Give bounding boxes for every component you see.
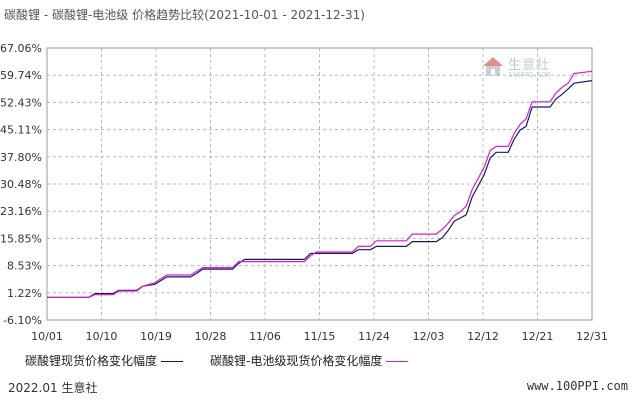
legend-item-series1: 碳酸锂现货价格变化幅度 — [25, 352, 184, 369]
x-tick-label: 10/01 — [31, 330, 63, 343]
y-tick-label: 45.11% — [0, 124, 42, 137]
house-logo-icon — [483, 57, 503, 76]
y-tick-label: 1.22% — [7, 287, 42, 300]
series-line-2 — [47, 70, 593, 298]
legend-label-series1: 碳酸锂现货价格变化幅度 — [25, 354, 158, 368]
y-tick-label: 8.53% — [7, 260, 42, 273]
series-layer — [47, 70, 593, 298]
y-tick-label: -6.10% — [3, 314, 42, 327]
legend-swatch-series1 — [161, 361, 184, 362]
footer-website: www.100PPI.com — [526, 379, 628, 393]
x-tick-label: 12/21 — [522, 330, 554, 343]
legend-item-series2: 碳酸锂-电池级现货价格变化幅度 — [210, 352, 409, 369]
x-tick-label: 10/28 — [195, 330, 227, 343]
x-tick-label: 12/12 — [467, 330, 499, 343]
y-tick-label: 67.06% — [0, 42, 42, 55]
logo-name: 生意社 — [508, 58, 551, 73]
x-tick-label: 10/19 — [140, 330, 172, 343]
y-tick-label: 30.48% — [0, 178, 42, 191]
series-line-1 — [47, 80, 593, 298]
y-tick-label: 23.16% — [0, 205, 42, 218]
x-tick-label: 11/24 — [358, 330, 390, 343]
x-tick-label: 12/31 — [576, 330, 608, 343]
legend-label-series2: 碳酸锂-电池级现货价格变化幅度 — [210, 354, 383, 368]
x-tick-label: 10/10 — [86, 330, 118, 343]
legend: 碳酸锂现货价格变化幅度 碳酸锂-电池级现货价格变化幅度 — [0, 348, 640, 370]
grid-layer — [46, 47, 593, 321]
y-tick-label: 15.85% — [0, 232, 42, 245]
y-tick-label: 59.74% — [0, 69, 42, 82]
footer-copyright: 2022.01 生意社 — [8, 381, 98, 395]
y-tick-label: 37.80% — [0, 151, 42, 164]
x-tick-label: 11/15 — [304, 330, 336, 343]
x-tick-label: 11/06 — [249, 330, 281, 343]
chart-title: 碳酸锂 - 碳酸锂-电池级 价格趋势比较(2021-10-01 - 2021-1… — [4, 8, 365, 22]
x-tick-label: 12/03 — [413, 330, 445, 343]
axis-layer: 67.06% 59.74% 52.43% 45.11% 37.80% 30.48% 23.1… — [0, 42, 608, 343]
y-tick-label: 52.43% — [0, 96, 42, 109]
legend-swatch-series2 — [386, 361, 409, 362]
